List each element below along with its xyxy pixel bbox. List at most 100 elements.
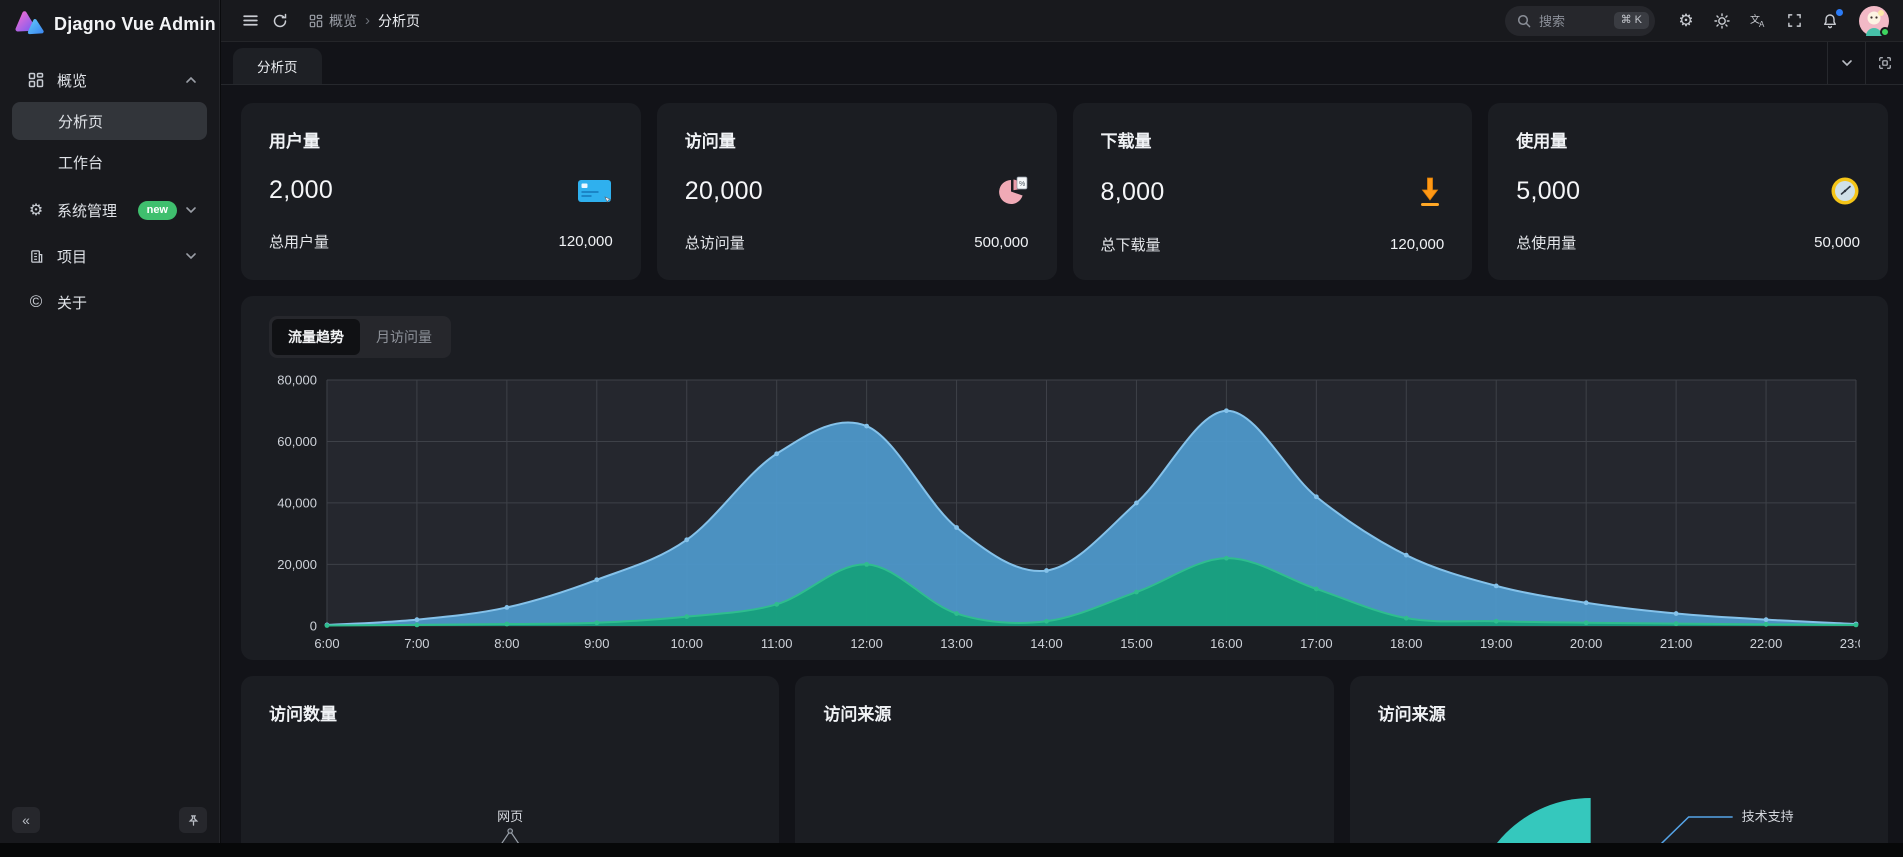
credit-card-icon [577,179,612,203]
x-tick-label: 14:00 [1030,636,1063,651]
sun-icon [1714,12,1730,29]
sidebar-item-workbench[interactable]: 工作台 [12,143,207,181]
data-point-marker [1673,611,1679,616]
fullscreen-button[interactable] [1779,6,1809,36]
breadcrumb-section[interactable]: 概览 [309,11,357,31]
tab-traffic-trend[interactable]: 流量趋势 [272,319,360,355]
tab-bar: 分析页 [221,42,1903,85]
data-point-marker [954,525,959,530]
logo-row[interactable]: Djagno Vue Admin [0,0,219,48]
maximize-icon [1878,57,1891,69]
language-switch-button[interactable]: 文 A [1743,6,1773,36]
x-tick-label: 23:00 [1840,636,1860,651]
sidebar-item-label: 系统管理 [57,202,118,220]
x-tick-label: 6:00 [314,636,339,651]
data-point-marker [774,601,780,607]
grid-icon [309,14,323,27]
tab-monthly-visits[interactable]: 月访问量 [376,329,432,345]
sidebar: Djagno Vue Admin 概览 分析页 工作台 [0,0,220,843]
x-tick-label: 9:00 [584,636,609,651]
search-icon [1517,14,1531,27]
online-status-dot [1880,26,1890,37]
data-point-marker [1673,621,1679,627]
line-series-下载量 [326,557,1856,627]
search-input[interactable]: 搜索 ⌘ K [1505,5,1655,36]
visit-source-pie-card: 访问来源 [795,676,1334,843]
stats-row: 用户量 2,000 总用户量 120,000 [241,103,1888,280]
stat-title: 用户量 [269,132,320,151]
data-point-marker [594,577,600,583]
data-point-marker [774,451,780,457]
data-point-marker [684,614,690,620]
user-avatar[interactable] [1859,5,1890,37]
sidebar-item-project[interactable]: 项目 [12,237,207,275]
refresh-icon [273,13,287,27]
stat-title: 下载量 [1100,132,1152,151]
settings-button[interactable]: ⚙ [1671,6,1701,36]
data-point-marker [1044,568,1049,573]
building-icon [26,249,46,264]
svg-text:文: 文 [1750,13,1760,26]
bell-icon [1824,13,1836,28]
stat-card-visits: 访问量 20,000 % 总访问量 500,000 [656,103,1057,280]
copyright-icon: © [29,292,43,311]
data-point-marker [684,537,690,543]
data-point-marker [594,620,600,626]
trend-tab-group: 流量趋势 月访问量 [269,316,451,358]
pin-icon [188,814,198,826]
data-point-marker [414,617,420,623]
tab-analysis[interactable]: 分析页 [233,48,322,84]
refresh-button[interactable] [265,6,295,36]
stat-title: 访问量 [684,132,736,151]
data-point-marker [1493,618,1499,624]
hamburger-menu-button[interactable] [235,6,265,36]
sidebar-item-about[interactable]: © 关于 [12,283,207,321]
notification-dot [1836,8,1843,16]
new-badge: new [137,200,177,220]
x-tick-label: 19:00 [1480,636,1513,651]
x-tick-label: 13:00 [940,636,973,651]
data-point-marker [1763,617,1769,623]
visit-count-card: 访问数量 网页 [241,676,780,843]
clock-icon [1831,177,1859,205]
pin-sidebar-button[interactable] [179,807,207,833]
notifications-button[interactable] [1815,6,1845,36]
stat-value: 20,000 [684,176,764,205]
chevron-down-icon [185,250,197,262]
svg-text:A: A [1759,20,1765,29]
collapse-sidebar-button[interactable]: « [12,807,40,833]
chevron-down-icon [1841,60,1852,67]
stat-value: 2,000 [269,176,334,204]
top-header: 概览 › 分析页 搜索 ⌘ K ⚙ [221,0,1903,42]
sidebar-menu: 概览 分析页 工作台 ⚙ 系统管理 new [0,48,219,799]
bottom-cards-row: 访问数量 网页 访问来源 访问来源 技术支持 [241,676,1888,843]
svg-text:%: % [1019,181,1025,188]
stat-value: 5,000 [1516,176,1581,205]
data-point-marker [1313,494,1319,500]
data-point-marker [504,621,510,627]
breadcrumb-separator: › [365,12,370,29]
maximize-content-button[interactable] [1865,42,1903,84]
visit-source-donut-card: 访问来源 技术支持 [1349,676,1888,843]
header-actions: 搜索 ⌘ K ⚙ 文 A [1505,5,1890,37]
card-title: 访问数量 [269,705,337,724]
y-tick-label: 0 [310,618,317,633]
sidebar-item-analysis[interactable]: 分析页 [12,102,207,140]
sidebar-item-system[interactable]: ⚙ 系统管理 new [12,191,207,229]
y-tick-label: 20,000 [277,557,317,572]
data-point-marker [1853,622,1859,628]
data-point-marker [1403,615,1409,621]
x-tick-label: 10:00 [670,636,702,651]
data-point-marker [1223,408,1229,414]
data-point-marker [1583,600,1589,606]
data-point-marker [1044,618,1049,624]
tab-list-dropdown-button[interactable] [1827,42,1865,84]
sidebar-item-overview[interactable]: 概览 [12,61,207,99]
download-icon [1421,177,1440,206]
traffic-trend-card: 流量趋势 月访问量 0 20,000 40,000 60,000 80,000 6:00 7… [241,296,1888,660]
card-title: 访问来源 [1377,705,1446,724]
hamburger-icon [242,15,258,26]
stat-footer-label: 总用户量 [269,234,330,251]
theme-toggle-button[interactable] [1707,6,1737,36]
